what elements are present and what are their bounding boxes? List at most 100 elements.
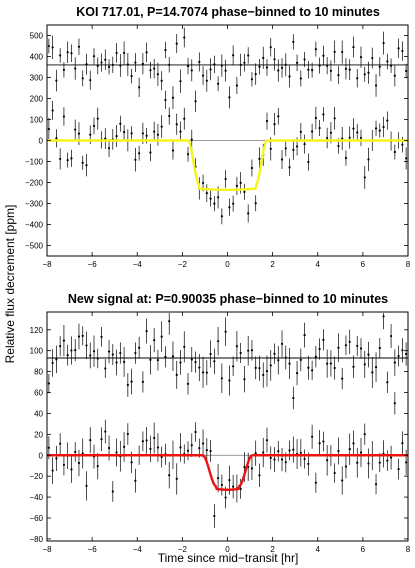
data-point (295, 61, 299, 64)
data-point (243, 190, 246, 193)
data-point (322, 113, 325, 116)
data-point (62, 339, 66, 342)
data-point (341, 479, 344, 482)
data-point (314, 481, 317, 484)
data-point (89, 79, 92, 82)
data-point (359, 347, 363, 350)
data-point (194, 360, 197, 364)
data-point (59, 442, 62, 445)
data-point (344, 67, 348, 70)
data-point (55, 457, 58, 460)
x-tick-label: −4 (133, 260, 143, 269)
data-point (96, 465, 99, 468)
data-point (239, 351, 242, 355)
data-point (164, 355, 167, 358)
data-point (183, 345, 186, 348)
data-point (89, 438, 92, 442)
data-point (190, 444, 193, 447)
data-point (130, 132, 133, 135)
data-point (341, 377, 344, 380)
data-point (389, 64, 393, 67)
y-tick-label: 120 (30, 326, 44, 335)
data-point (250, 166, 254, 170)
data-point (374, 84, 378, 87)
data-point (119, 122, 122, 125)
transit-model-curve (46, 139, 409, 192)
data-point (96, 117, 99, 120)
data-point (85, 164, 88, 167)
data-point (153, 339, 156, 342)
data-point (130, 380, 133, 383)
data-point (367, 462, 370, 465)
data-point (318, 126, 321, 130)
data-point (269, 46, 272, 49)
data-point (62, 115, 66, 118)
data-point (81, 77, 84, 80)
data-point (168, 63, 171, 66)
data-point (280, 66, 284, 69)
data-point (280, 158, 284, 161)
data-point (386, 459, 389, 462)
data-point (205, 192, 208, 195)
data-point (258, 157, 261, 160)
data-point (205, 448, 208, 452)
data-point (359, 136, 363, 140)
data-point (326, 136, 329, 140)
data-point (393, 361, 396, 364)
data-point (326, 64, 329, 67)
data-point (51, 469, 54, 472)
data-point (126, 383, 129, 387)
data-point (247, 54, 250, 57)
data-point (96, 357, 99, 360)
data-point (115, 361, 118, 364)
data-point (277, 450, 280, 453)
data-point (126, 432, 129, 436)
data-point (299, 130, 302, 133)
data-point (311, 435, 314, 438)
y-tick-label: 40 (34, 409, 43, 418)
chart-2-title: New signal at: P=0.90035 phase−binned to… (68, 292, 388, 306)
data-point (220, 377, 223, 380)
data-point (175, 373, 178, 376)
data-point (247, 212, 250, 215)
data-point (386, 119, 389, 122)
data-point (258, 474, 261, 477)
data-point (243, 61, 246, 64)
data-point (77, 461, 81, 465)
data-point (194, 430, 197, 434)
data-point (160, 455, 163, 459)
data-point (70, 157, 73, 160)
data-point (149, 69, 152, 72)
data-point (107, 446, 111, 450)
data-point (220, 64, 223, 67)
data-point (92, 350, 96, 353)
data-point (74, 349, 77, 352)
data-point (59, 54, 62, 57)
data-point (329, 69, 333, 72)
x-tick-label: −6 (88, 545, 98, 554)
data-point (224, 496, 227, 499)
data-point (138, 152, 141, 155)
data-point (100, 438, 103, 441)
data-point (352, 365, 355, 368)
data-point (190, 138, 193, 141)
data-point (344, 344, 348, 347)
data-point (356, 344, 359, 348)
data-point (239, 181, 242, 184)
data-point (111, 353, 114, 356)
data-point (47, 382, 50, 385)
x-tick-label: 2 (270, 260, 275, 269)
data-point (81, 161, 84, 164)
data-point (100, 61, 103, 64)
data-point (262, 56, 265, 59)
data-point (186, 382, 190, 385)
data-point (269, 147, 272, 150)
data-point (228, 479, 231, 482)
data-point (55, 358, 58, 361)
data-point (216, 476, 220, 480)
data-point (66, 354, 69, 357)
data-point (239, 63, 242, 66)
data-point (318, 442, 321, 445)
data-point (209, 449, 212, 453)
data-point (122, 51, 126, 55)
